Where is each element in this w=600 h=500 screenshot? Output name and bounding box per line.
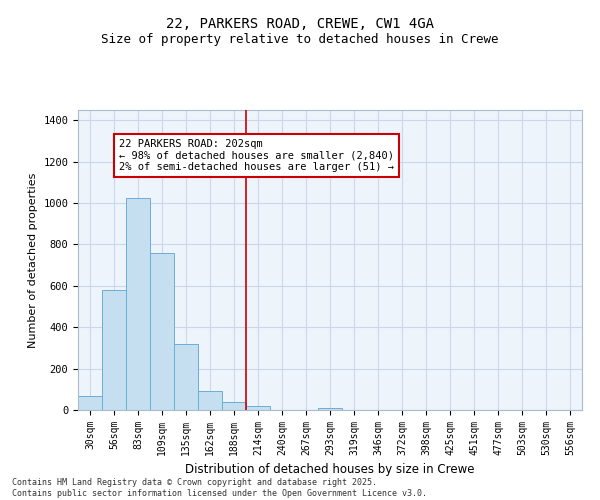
Text: 22, PARKERS ROAD, CREWE, CW1 4GA: 22, PARKERS ROAD, CREWE, CW1 4GA — [166, 18, 434, 32]
Bar — [126, 198, 150, 410]
Bar — [102, 290, 126, 410]
X-axis label: Distribution of detached houses by size in Crewe: Distribution of detached houses by size … — [185, 464, 475, 476]
Bar — [222, 402, 246, 410]
Bar — [174, 344, 198, 410]
Text: Contains HM Land Registry data © Crown copyright and database right 2025.
Contai: Contains HM Land Registry data © Crown c… — [12, 478, 427, 498]
Bar — [150, 253, 174, 410]
Text: 22 PARKERS ROAD: 202sqm
← 98% of detached houses are smaller (2,840)
2% of semi-: 22 PARKERS ROAD: 202sqm ← 98% of detache… — [119, 139, 394, 172]
Bar — [318, 408, 342, 410]
Text: Size of property relative to detached houses in Crewe: Size of property relative to detached ho… — [101, 32, 499, 46]
Bar — [198, 392, 222, 410]
Y-axis label: Number of detached properties: Number of detached properties — [28, 172, 38, 348]
Bar — [246, 406, 270, 410]
Bar — [78, 396, 102, 410]
